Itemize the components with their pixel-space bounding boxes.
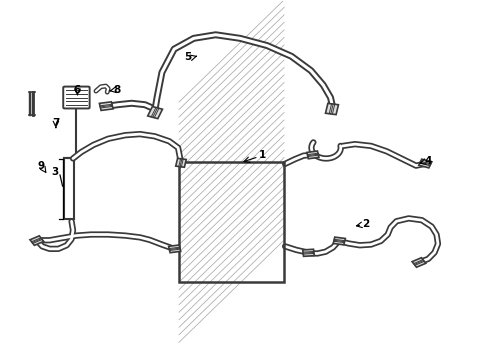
Text: 2: 2 bbox=[363, 219, 370, 229]
Bar bbox=[169, 245, 181, 253]
Text: 7: 7 bbox=[52, 118, 60, 128]
Bar bbox=[147, 107, 163, 119]
Bar bbox=[333, 237, 345, 245]
Text: 8: 8 bbox=[113, 85, 121, 95]
Bar bbox=[179, 162, 284, 282]
Text: 4: 4 bbox=[424, 156, 432, 166]
Bar bbox=[307, 151, 319, 159]
Bar bbox=[30, 236, 44, 246]
Text: 5: 5 bbox=[184, 52, 192, 62]
Text: 6: 6 bbox=[74, 85, 81, 95]
Bar bbox=[176, 158, 186, 167]
Bar bbox=[99, 102, 113, 111]
Bar bbox=[412, 258, 426, 267]
Text: 9: 9 bbox=[37, 161, 44, 171]
Bar bbox=[325, 103, 339, 114]
Bar bbox=[179, 162, 284, 282]
Text: 3: 3 bbox=[51, 167, 58, 177]
FancyBboxPatch shape bbox=[63, 87, 90, 108]
Text: 1: 1 bbox=[259, 150, 266, 160]
Bar bbox=[419, 159, 432, 168]
Bar bbox=[303, 249, 314, 256]
